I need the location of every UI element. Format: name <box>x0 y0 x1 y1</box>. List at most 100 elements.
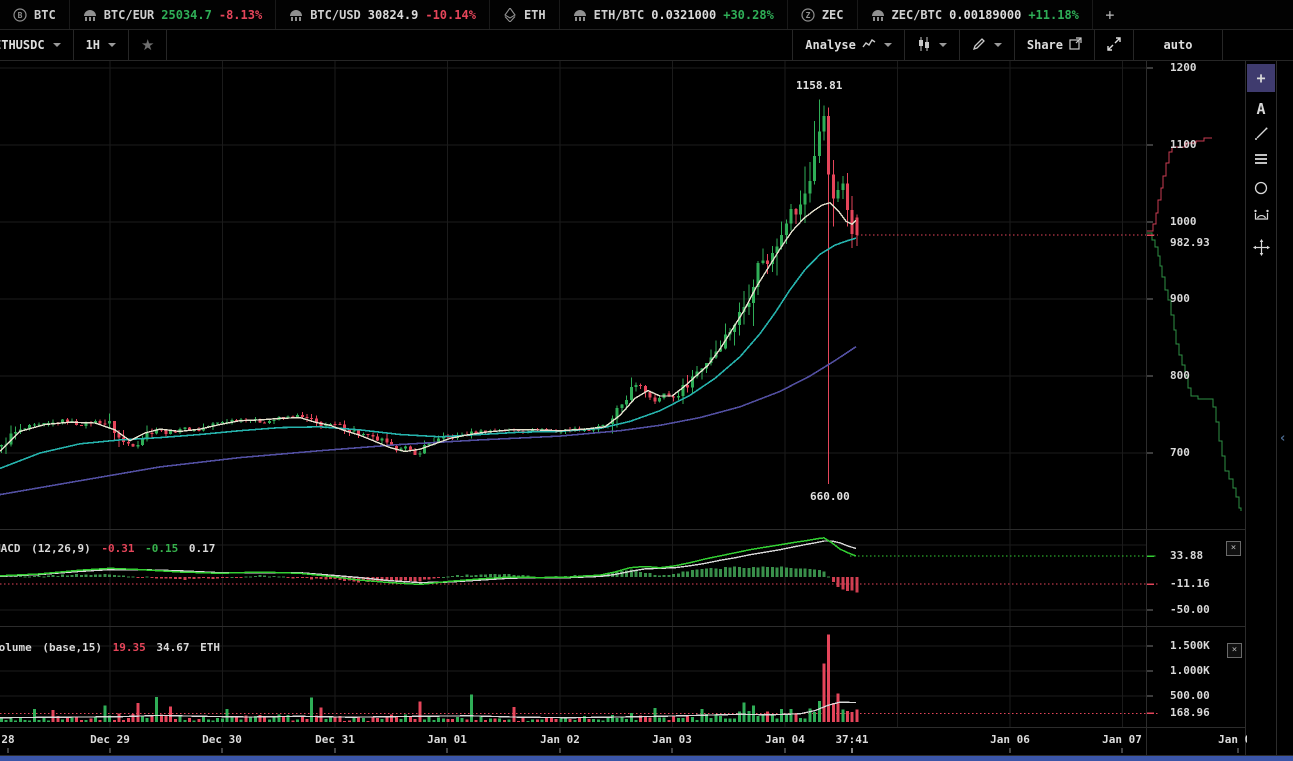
ticker-pair-label: ZEC/BTC <box>891 7 943 22</box>
time-tick-label: Dec 29 <box>90 733 130 746</box>
price-tick-label: 900 <box>1170 292 1190 305</box>
ticker-price: 25034.7 <box>161 7 212 22</box>
fullscreen-button[interactable] <box>1094 30 1133 60</box>
time-tick-label: Jan 01 <box>427 733 467 746</box>
svg-text:Z: Z <box>805 11 810 20</box>
ticker-change: -10.14% <box>425 7 476 22</box>
price-tick-label: 700 <box>1170 446 1190 459</box>
ticker-item-eth-btc[interactable]: ETH/BTC 0.0321000 +30.28% <box>560 0 788 29</box>
symbol-selector[interactable]: ETHUSDC <box>0 30 74 60</box>
market-icon <box>83 8 97 22</box>
peak-price-label: 1158.81 <box>796 79 843 92</box>
macd-tick-label: 33.88 <box>1170 549 1204 562</box>
ticker-change: -8.13% <box>218 7 263 22</box>
ticker-item-zec[interactable]: Z ZEC <box>788 0 858 29</box>
trendline-tool-icon <box>1253 126 1269 146</box>
ticker-bar: B BTC BTC/EUR 25034.7 -8.13% BTC/USD 30824.9 -1… <box>0 0 1293 30</box>
add-tool[interactable]: + <box>1247 64 1275 92</box>
chevron-down-icon <box>108 43 117 47</box>
macd-close-button[interactable]: × <box>1226 541 1241 556</box>
move-tool[interactable] <box>1247 236 1275 262</box>
bottom-accent-bar <box>0 756 1293 761</box>
volume-tick-label: 1.500K <box>1170 639 1210 652</box>
volume-close-button[interactable]: × <box>1227 643 1242 658</box>
price-tick-label: 1200 <box>1170 61 1197 74</box>
ticker-pair-label: BTC <box>34 7 56 22</box>
time-tick-label: Jan 08 <box>1218 733 1247 746</box>
price-tick-label: 1000 <box>1170 215 1197 228</box>
flash-low-price-label: 660.00 <box>810 490 850 503</box>
candles-icon <box>917 36 931 54</box>
ticker-item-btc[interactable]: B BTC <box>0 0 70 29</box>
pattern-tool-icon <box>1253 208 1270 226</box>
ticker-item-eth[interactable]: ETH <box>490 0 560 29</box>
parallel-lines-tool-icon <box>1253 152 1269 170</box>
macd-value-3: 0.17 <box>188 542 216 555</box>
btc-coin-icon: B <box>13 7 27 22</box>
ticker-pair-label: BTC/USD <box>310 7 361 22</box>
current-price-label: 982.93 <box>1170 236 1210 249</box>
time-tick-label: 28 <box>1 733 15 746</box>
macd-value-2: -0.15 <box>145 542 179 555</box>
draw-menu[interactable] <box>958 30 1014 60</box>
volume-value-1: 19.35 <box>112 641 146 654</box>
volume-tick-label: 500.00 <box>1170 689 1210 702</box>
favorite-button[interactable]: ★ <box>129 30 168 60</box>
ticker-price: 30824.9 <box>367 7 419 22</box>
ellipse-tool[interactable] <box>1247 177 1275 203</box>
trendline-tool[interactable] <box>1247 123 1275 149</box>
timeframe-label: 1H <box>85 38 101 52</box>
share-button[interactable]: Share <box>1013 30 1094 60</box>
star-icon: ★ <box>141 36 155 54</box>
pencil-icon <box>972 37 986 54</box>
chart-type-menu[interactable] <box>903 30 959 60</box>
ticker-item-btc-usd[interactable]: BTC/USD 30824.9 -10.14% <box>276 0 490 29</box>
add-ticker-button[interactable]: + <box>1105 5 1115 24</box>
analyse-menu[interactable]: Analyse <box>792 30 904 60</box>
chevron-down-icon <box>938 43 947 47</box>
time-tick-label: Jan 02 <box>540 733 580 746</box>
time-tick-label: Jan 03 <box>652 733 692 746</box>
ticker-pair-label: ETH <box>523 7 546 22</box>
price-tick-label: 800 <box>1170 369 1190 382</box>
chevron-down-icon <box>52 43 61 47</box>
macd-tick-label: -50.00 <box>1170 603 1210 616</box>
svg-text:B: B <box>18 11 23 20</box>
time-tick-label: Dec 30 <box>202 733 242 746</box>
volume-pane-title: Volume (base,15) 19.35 34.67 ETH <box>0 641 224 654</box>
text-tool[interactable]: A <box>1256 100 1266 118</box>
ticker-change: +30.28% <box>723 7 774 22</box>
volume-title: Volume <box>0 641 32 654</box>
collapse-panel-chevron[interactable]: ‹ <box>1280 431 1286 446</box>
market-icon <box>573 8 587 22</box>
ticker-price: 0.0321000 <box>651 7 717 22</box>
auto-scale-toggle[interactable]: auto <box>1133 30 1222 60</box>
chevron-down-icon <box>883 43 892 47</box>
toolbar-spacer <box>167 30 792 60</box>
analyse-chart-icon <box>862 38 876 53</box>
eth-coin-icon <box>503 7 517 22</box>
ticker-pair-label: ZEC <box>821 7 844 22</box>
time-tick-label: Jan 06 <box>990 733 1030 746</box>
volume-unit: ETH <box>200 641 220 654</box>
expand-arrows-icon <box>1107 36 1121 54</box>
time-axis[interactable]: 28 Dec 29 Dec 30 Dec 31 Jan 01 Jan 02 Jan 03 Ja… <box>0 728 1247 756</box>
macd-tick-label: -11.16 <box>1170 577 1210 590</box>
timeframe-selector[interactable]: 1H <box>74 30 130 60</box>
macd-params: (12,26,9) <box>31 542 91 555</box>
volume-tick-label: 1.000K <box>1170 664 1210 677</box>
parallel-lines-tool[interactable] <box>1247 148 1275 174</box>
share-label: Share <box>1026 38 1063 52</box>
volume-value-2: 34.67 <box>156 641 190 654</box>
zec-coin-icon: Z <box>801 7 815 22</box>
external-link-icon <box>1069 37 1082 53</box>
ticker-pair-label: ETH/BTC <box>593 7 645 22</box>
ticker-item-zec-btc[interactable]: ZEC/BTC 0.00189000 +11.18% <box>858 0 1093 29</box>
macd-pane-title: MACD (12,26,9) -0.31 -0.15 0.17 <box>0 542 219 555</box>
ticker-item-btc-eur[interactable]: BTC/EUR 25034.7 -8.13% <box>70 0 277 29</box>
pattern-tool[interactable] <box>1247 204 1275 230</box>
ellipse-tool-icon <box>1253 180 1269 200</box>
toolbar-end-cell <box>1222 30 1293 60</box>
